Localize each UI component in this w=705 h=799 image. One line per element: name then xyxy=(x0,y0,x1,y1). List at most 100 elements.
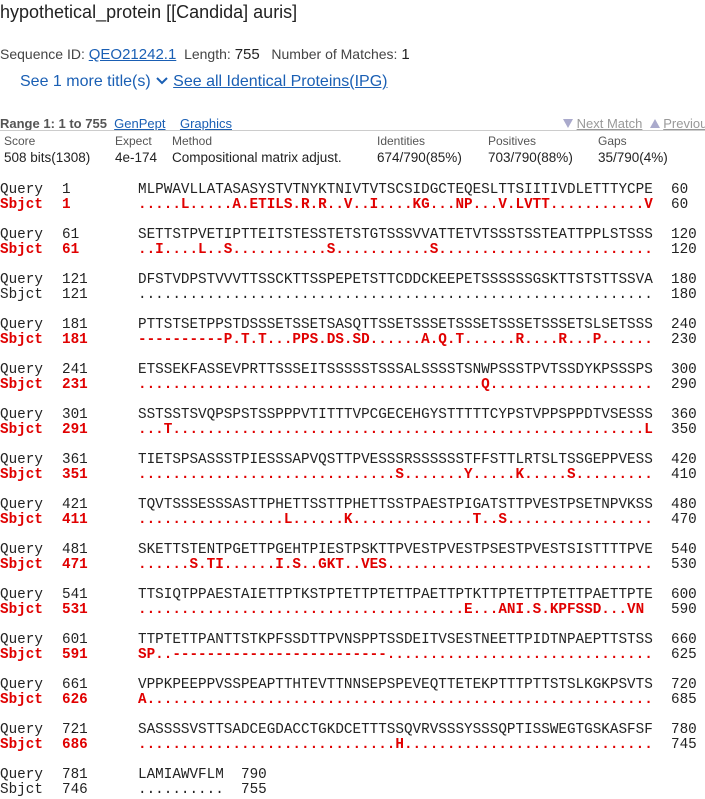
query-start: 721 xyxy=(62,722,88,738)
chevron xyxy=(156,77,168,85)
query-end: 540 xyxy=(671,542,697,558)
query-start: 61 xyxy=(62,227,80,243)
query-label: Query xyxy=(0,497,43,513)
score-header: Gaps xyxy=(598,134,627,148)
sbjct-start: 411 xyxy=(62,512,88,528)
sbjct-start: 121 xyxy=(62,287,88,303)
sbjct-seq: .......... xyxy=(138,782,224,798)
sbjct-end: 625 xyxy=(671,647,697,663)
query-end: 120 xyxy=(671,227,697,243)
divider xyxy=(0,130,705,131)
query-label: Query xyxy=(0,542,43,558)
sbjct-label: Sbjct xyxy=(0,737,43,753)
query-start: 241 xyxy=(62,362,88,378)
query-start: 661 xyxy=(62,677,88,693)
query-end: 780 xyxy=(671,722,697,738)
sbjct-start: 591 xyxy=(62,647,88,663)
sbjct-end: 120 xyxy=(671,242,697,258)
sbjct-label: Sbjct xyxy=(0,197,43,213)
query-end: 420 xyxy=(671,452,697,468)
query-seq: ETSSEKFASSEVPRTTSSSEITSSSSSTSSSALSSSSTSN… xyxy=(138,362,653,378)
query-start: 1 xyxy=(62,182,71,198)
score-value: 703/790(88%) xyxy=(488,150,573,165)
ipg-link[interactable]: See all Identical Proteins(IPG) xyxy=(173,73,388,90)
query-end: 60 xyxy=(671,182,689,198)
score-header: Positives xyxy=(488,134,537,148)
query-start: 301 xyxy=(62,407,88,423)
query-end: 240 xyxy=(671,317,697,333)
range-title: Range 1: 1 to 755 xyxy=(0,116,107,131)
sbjct-seq: ........................................… xyxy=(138,377,653,393)
sbjct-label: Sbjct xyxy=(0,647,43,663)
query-seq: TQVTSSSESSSASTTPHETTSSTTPHETTSSTPAESTPIG… xyxy=(138,497,653,513)
query-seq: DFSTVDPSTVVVTTSSCKTTSSPEPETSTTCDDCKEEPET… xyxy=(138,272,653,288)
sbjct-start: 1 xyxy=(62,197,71,213)
query-label: Query xyxy=(0,677,43,693)
query-start: 601 xyxy=(62,632,88,648)
links: See 1 more title(s) See all Identical Pr… xyxy=(20,55,388,91)
previous-match[interactable]: Previous Match xyxy=(663,116,705,131)
sbjct-start: 231 xyxy=(62,377,88,393)
sbjct-end: 590 xyxy=(671,602,697,618)
sbjct-label: Sbjct xyxy=(0,377,43,393)
query-label: Query xyxy=(0,227,43,243)
seq-id-link[interactable]: QEO21242.1 xyxy=(88,46,177,63)
sbjct-start: 181 xyxy=(62,332,88,348)
title: hypothetical_protein [[Candida] auris] xyxy=(0,2,298,22)
sbjct-end: 180 xyxy=(671,287,697,303)
sbjct-seq: ..I....L..S...........S...........S.....… xyxy=(138,242,653,258)
sbjct-start: 626 xyxy=(62,692,88,708)
score-header: Method xyxy=(172,134,213,148)
genpept-link[interactable]: GenPept xyxy=(114,116,166,131)
sbjct-seq: ...T....................................… xyxy=(138,422,653,438)
score-value: 4e-174 xyxy=(115,150,158,165)
sbjct-end: 350 xyxy=(671,422,697,438)
query-label: Query xyxy=(0,317,43,333)
sbjct-end: 410 xyxy=(671,467,697,483)
more-titles[interactable]: See 1 more title(s) xyxy=(20,73,151,90)
query-label: Query xyxy=(0,272,43,288)
sbjct-end: 685 xyxy=(671,692,697,708)
query-label: Query xyxy=(0,362,43,378)
down-arrow xyxy=(563,119,573,128)
sbjct-label: Sbjct xyxy=(0,512,43,528)
sbjct-seq: ..............................H.........… xyxy=(138,737,653,753)
label: Length: xyxy=(184,46,231,62)
next-match[interactable]: Next Match xyxy=(576,116,643,131)
score-value: 674/790(85%) xyxy=(377,150,462,165)
sbjct-seq: SP..-------------------------...........… xyxy=(138,647,653,663)
query-seq: TTSIQTPPAESTAIETTPTKSTPTETTPTETTPAETTPTK… xyxy=(138,587,653,603)
seq-info: Sequence ID: QEO21242.1 Length: 755 Numb… xyxy=(0,30,410,63)
score-value: Compositional matrix adjust. xyxy=(172,150,342,165)
sbjct-end: 745 xyxy=(671,737,697,753)
sbjct-label: Sbjct xyxy=(0,467,43,483)
query-seq: VPPKPEEPPVSSPEAPTTHTEVTTNNSEPSPEVEQTTETE… xyxy=(138,677,653,693)
query-end: 480 xyxy=(671,497,697,513)
query-end: 720 xyxy=(671,677,697,693)
label: Number of Matches: xyxy=(271,46,398,62)
range-bar: Range 1: 1 to 755 GenPept Graphics xyxy=(0,101,232,131)
value: 755 xyxy=(234,46,260,63)
query-label: Query xyxy=(0,182,43,198)
sbjct-seq: ..............................S.......Y.… xyxy=(138,467,653,483)
sbjct-start: 291 xyxy=(62,422,88,438)
sbjct-end: 530 xyxy=(671,557,697,573)
sbjct-label: Sbjct xyxy=(0,242,43,258)
sbjct-label: Sbjct xyxy=(0,602,43,618)
query-label: Query xyxy=(0,407,43,423)
query-start: 481 xyxy=(62,542,88,558)
sbjct-end: 230 xyxy=(671,332,697,348)
query-end: 600 xyxy=(671,587,697,603)
nav: Next Match Previous Match xyxy=(563,101,705,131)
sbjct-end: 755 xyxy=(241,782,267,798)
query-seq: SKETTSTENTPGETTPGEHTPIESTPSKTTPVESTPVEST… xyxy=(138,542,653,558)
query-seq: TIETSPSASSSTPIESSSAPVQSTTPVESSSRSSSSSSTF… xyxy=(138,452,653,468)
score-header: Identities xyxy=(377,134,426,148)
query-label: Query xyxy=(0,767,43,783)
query-seq: PTTSTSETPPSTDSSSETSSETSASQTTSSETSSSETSSS… xyxy=(138,317,653,333)
graphics-link[interactable]: Graphics xyxy=(179,116,232,131)
sbjct-label: Sbjct xyxy=(0,557,43,573)
score-value: 35/790(4%) xyxy=(598,150,668,165)
sbjct-start: 686 xyxy=(62,737,88,753)
